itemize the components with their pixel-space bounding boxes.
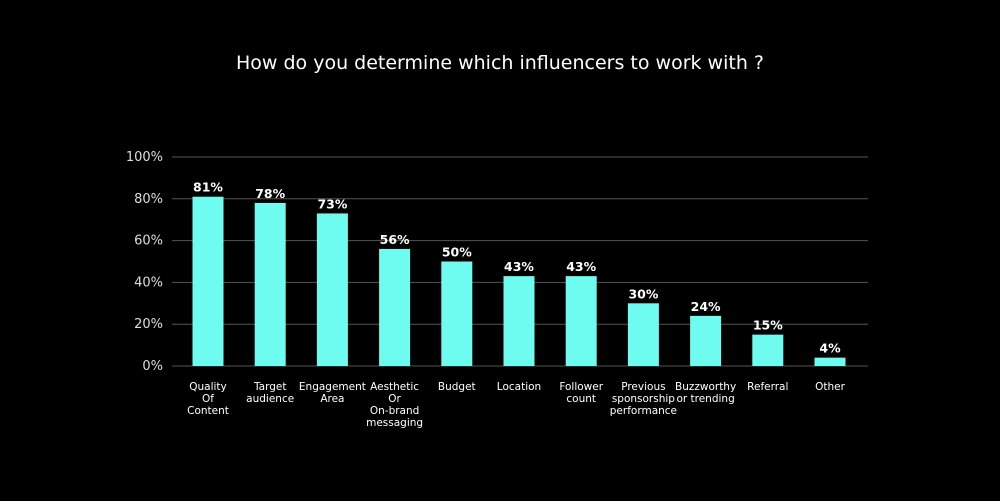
bar (503, 276, 535, 366)
x-tick-label: Location (497, 381, 541, 393)
bar (441, 261, 473, 366)
y-tick-label: 40% (134, 275, 163, 290)
x-tick-label: Previous sponsorship performance (610, 381, 677, 417)
bar (565, 276, 597, 366)
y-tick-label: 0% (142, 359, 163, 374)
data-label: 56% (380, 232, 410, 247)
bar (690, 315, 722, 366)
bar (192, 196, 224, 366)
data-label: 73% (317, 196, 347, 211)
x-tick-label: Other (815, 381, 845, 393)
bar (814, 357, 846, 366)
x-tick-label: Budget (438, 381, 476, 393)
x-tick-label: Referral (747, 381, 788, 393)
x-tick-label: Target audience (246, 381, 294, 405)
bar (379, 248, 411, 366)
data-label: 43% (504, 259, 534, 274)
x-tick-label: Follower count (559, 381, 603, 405)
data-label: 15% (753, 318, 783, 333)
bar (752, 334, 784, 366)
x-tick-label: Engagement Area (299, 381, 366, 405)
data-label: 50% (442, 245, 472, 260)
y-tick-label: 60% (134, 234, 163, 249)
x-tick-label: Buzzworthy or trending (675, 381, 736, 405)
x-tick-label: Quality Of Content (187, 381, 229, 417)
data-label: 43% (566, 259, 596, 274)
bar (254, 202, 286, 366)
bar (627, 303, 659, 366)
bar (316, 213, 348, 366)
y-tick-label: 100% (126, 150, 163, 165)
data-label: 78% (255, 186, 285, 201)
data-label: 24% (691, 299, 721, 314)
y-tick-label: 80% (134, 192, 163, 207)
data-label: 30% (628, 286, 658, 301)
data-label: 4% (819, 341, 841, 356)
chart-title: How do you determine which influencers t… (236, 52, 764, 74)
y-tick-label: 20% (134, 317, 163, 332)
x-tick-label: Aesthetic Or On-brand messaging (366, 381, 423, 429)
data-label: 81% (193, 180, 223, 195)
